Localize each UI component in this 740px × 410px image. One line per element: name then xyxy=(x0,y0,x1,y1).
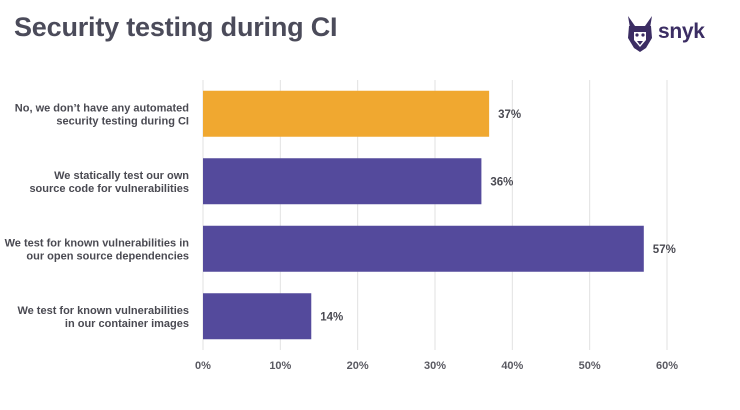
value-label: 57% xyxy=(653,244,676,256)
category-label: security testing during CI xyxy=(56,115,189,127)
category-label: source code for vulnerabilities xyxy=(29,183,189,195)
category-label: We test for known vulnerabilities in xyxy=(5,237,190,249)
x-tick-label: 60% xyxy=(656,360,678,372)
category-label: We statically test our own xyxy=(54,170,189,182)
brand-name: snyk xyxy=(658,20,705,43)
labels: 37% No, we don’t have any automatedsecuri… xyxy=(5,102,676,330)
value-label: 36% xyxy=(490,176,513,188)
chart-title: Security testing during CI xyxy=(14,12,338,42)
category-label: our open source dependencies xyxy=(26,250,189,262)
x-tick-label: 20% xyxy=(347,360,369,372)
bar xyxy=(203,90,490,137)
x-tick-label: 40% xyxy=(501,360,523,372)
value-label: 37% xyxy=(498,109,521,121)
bar xyxy=(203,158,482,205)
value-label: 14% xyxy=(320,311,343,323)
bar xyxy=(203,293,312,340)
x-tick-label: 50% xyxy=(579,360,601,372)
snyk-dog-icon xyxy=(628,16,652,52)
bar xyxy=(203,225,644,272)
category-label: in our container images xyxy=(65,318,189,330)
x-tick-label: 10% xyxy=(269,360,291,372)
x-tick-label: 30% xyxy=(424,360,446,372)
category-label: We test for known vulnerabilities xyxy=(17,305,189,317)
x-axis-ticks: 0% 10% 20% 30% 40% 50% 60% xyxy=(195,360,678,372)
bars xyxy=(203,90,644,340)
snyk-logo: snyk xyxy=(624,14,724,54)
x-tick-label: 0% xyxy=(195,360,211,372)
category-label: No, we don’t have any automated xyxy=(15,102,189,114)
